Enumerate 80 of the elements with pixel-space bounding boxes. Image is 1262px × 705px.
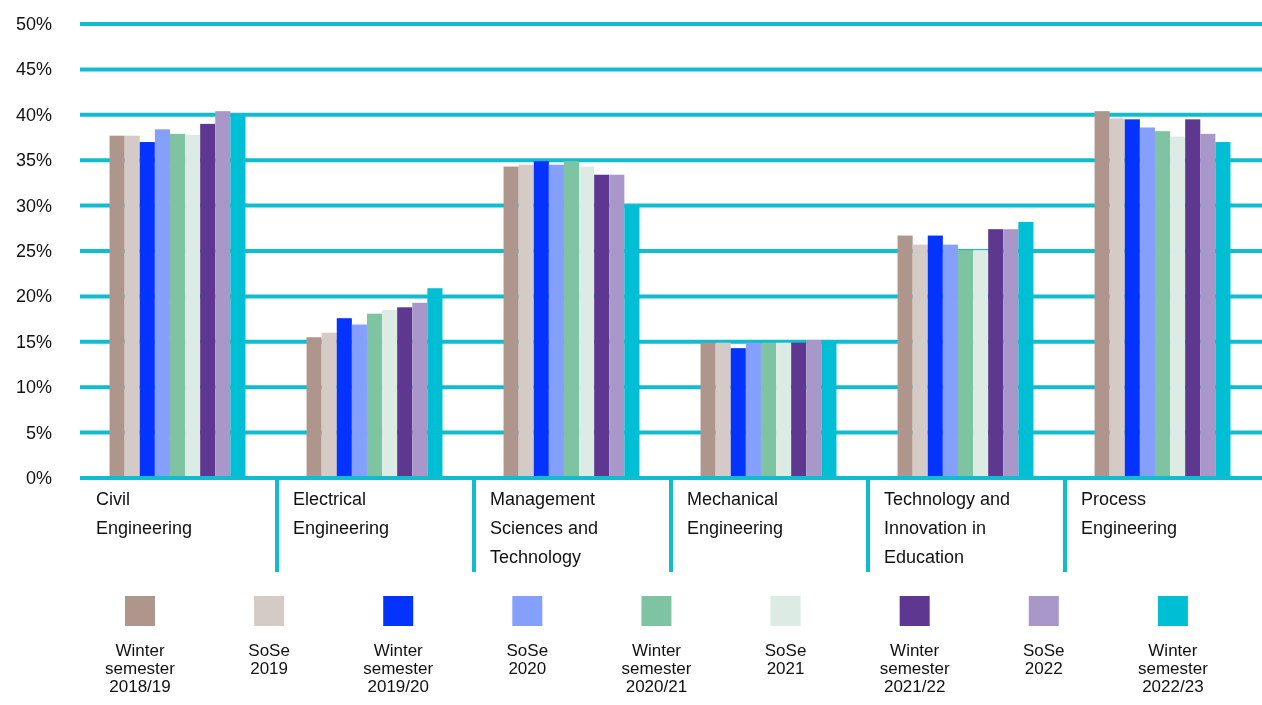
bar — [306, 337, 322, 478]
bar — [109, 135, 125, 478]
bar — [942, 244, 958, 478]
x-tick-label: Technology and Innovation in Education — [884, 489, 1011, 567]
y-tick-label: 0% — [25, 468, 52, 488]
bar — [366, 313, 383, 478]
legend-label: Winter semester 2020/21 — [621, 641, 692, 696]
bar — [1018, 221, 1034, 478]
bar — [973, 250, 989, 478]
bar — [321, 332, 337, 478]
bar — [1003, 229, 1019, 478]
bar — [760, 342, 777, 478]
bar — [897, 235, 913, 478]
bar — [957, 250, 974, 478]
legend-label: Winter semester 2019/20 — [363, 641, 434, 696]
bar — [1185, 119, 1201, 478]
bar — [518, 164, 534, 478]
bar — [806, 339, 822, 478]
legend-label: SoSe 2019 — [248, 641, 290, 678]
bar — [700, 342, 716, 478]
bar — [594, 174, 610, 478]
bar — [397, 307, 413, 478]
x-tick-label: Civil Engineering — [96, 489, 193, 538]
legend-label: Winter semester 2021/22 — [879, 641, 950, 696]
bar — [1124, 119, 1140, 478]
bar — [791, 342, 807, 478]
bar — [1094, 111, 1110, 478]
bar — [230, 114, 246, 478]
bar — [200, 123, 216, 478]
y-tick-label: 50% — [15, 14, 52, 34]
bar — [988, 229, 1004, 478]
bar — [1139, 127, 1155, 478]
bar — [139, 142, 155, 478]
bar — [912, 244, 928, 478]
bar — [1170, 136, 1186, 478]
bar — [715, 342, 731, 478]
y-tick-label: 20% — [15, 286, 52, 307]
bar — [1215, 142, 1231, 478]
bar — [579, 166, 595, 478]
legend-label: Winter semester 2018/19 — [105, 641, 176, 696]
bar — [1109, 118, 1125, 478]
y-tick-label: 15% — [15, 331, 52, 352]
bar — [185, 134, 201, 478]
bar — [776, 342, 792, 478]
x-tick-label: Process Engineering — [1081, 489, 1178, 538]
bar — [745, 342, 761, 478]
bar — [1154, 131, 1171, 478]
legend-label: SoSe 2020 — [506, 641, 549, 678]
y-tick-label: 5% — [25, 422, 52, 443]
legend-label: SoSe 2022 — [1022, 641, 1065, 678]
y-tick-label: 45% — [15, 59, 52, 80]
bar — [548, 164, 564, 478]
bar — [609, 174, 625, 478]
bar — [427, 288, 443, 478]
bar — [563, 161, 580, 478]
bar — [1200, 133, 1216, 478]
x-tick-label: Management Sciences and Technology — [490, 489, 599, 567]
bar — [169, 133, 186, 478]
legend-label: SoSe 2021 — [764, 641, 807, 678]
y-tick-label: 35% — [15, 150, 52, 171]
bar — [351, 324, 367, 478]
bar — [927, 235, 943, 478]
x-tick-label: Electrical Engineering — [293, 489, 390, 538]
y-tick-label: 25% — [15, 241, 52, 261]
bar — [154, 129, 170, 478]
legend-label: Winter semester 2022/23 — [1137, 641, 1209, 696]
bar — [730, 348, 746, 478]
bar — [336, 318, 352, 478]
bar — [533, 161, 549, 478]
bar — [382, 310, 398, 478]
bar — [412, 302, 428, 478]
y-tick-label: 10% — [15, 377, 52, 398]
bar — [124, 135, 140, 478]
y-tick-label: 30% — [15, 195, 52, 216]
bar — [215, 111, 231, 478]
bar — [821, 341, 837, 478]
bar — [624, 205, 640, 478]
x-tick-label: Mechanical Engineering — [687, 489, 784, 538]
bar — [503, 166, 519, 478]
y-tick-label: 40% — [15, 104, 52, 125]
